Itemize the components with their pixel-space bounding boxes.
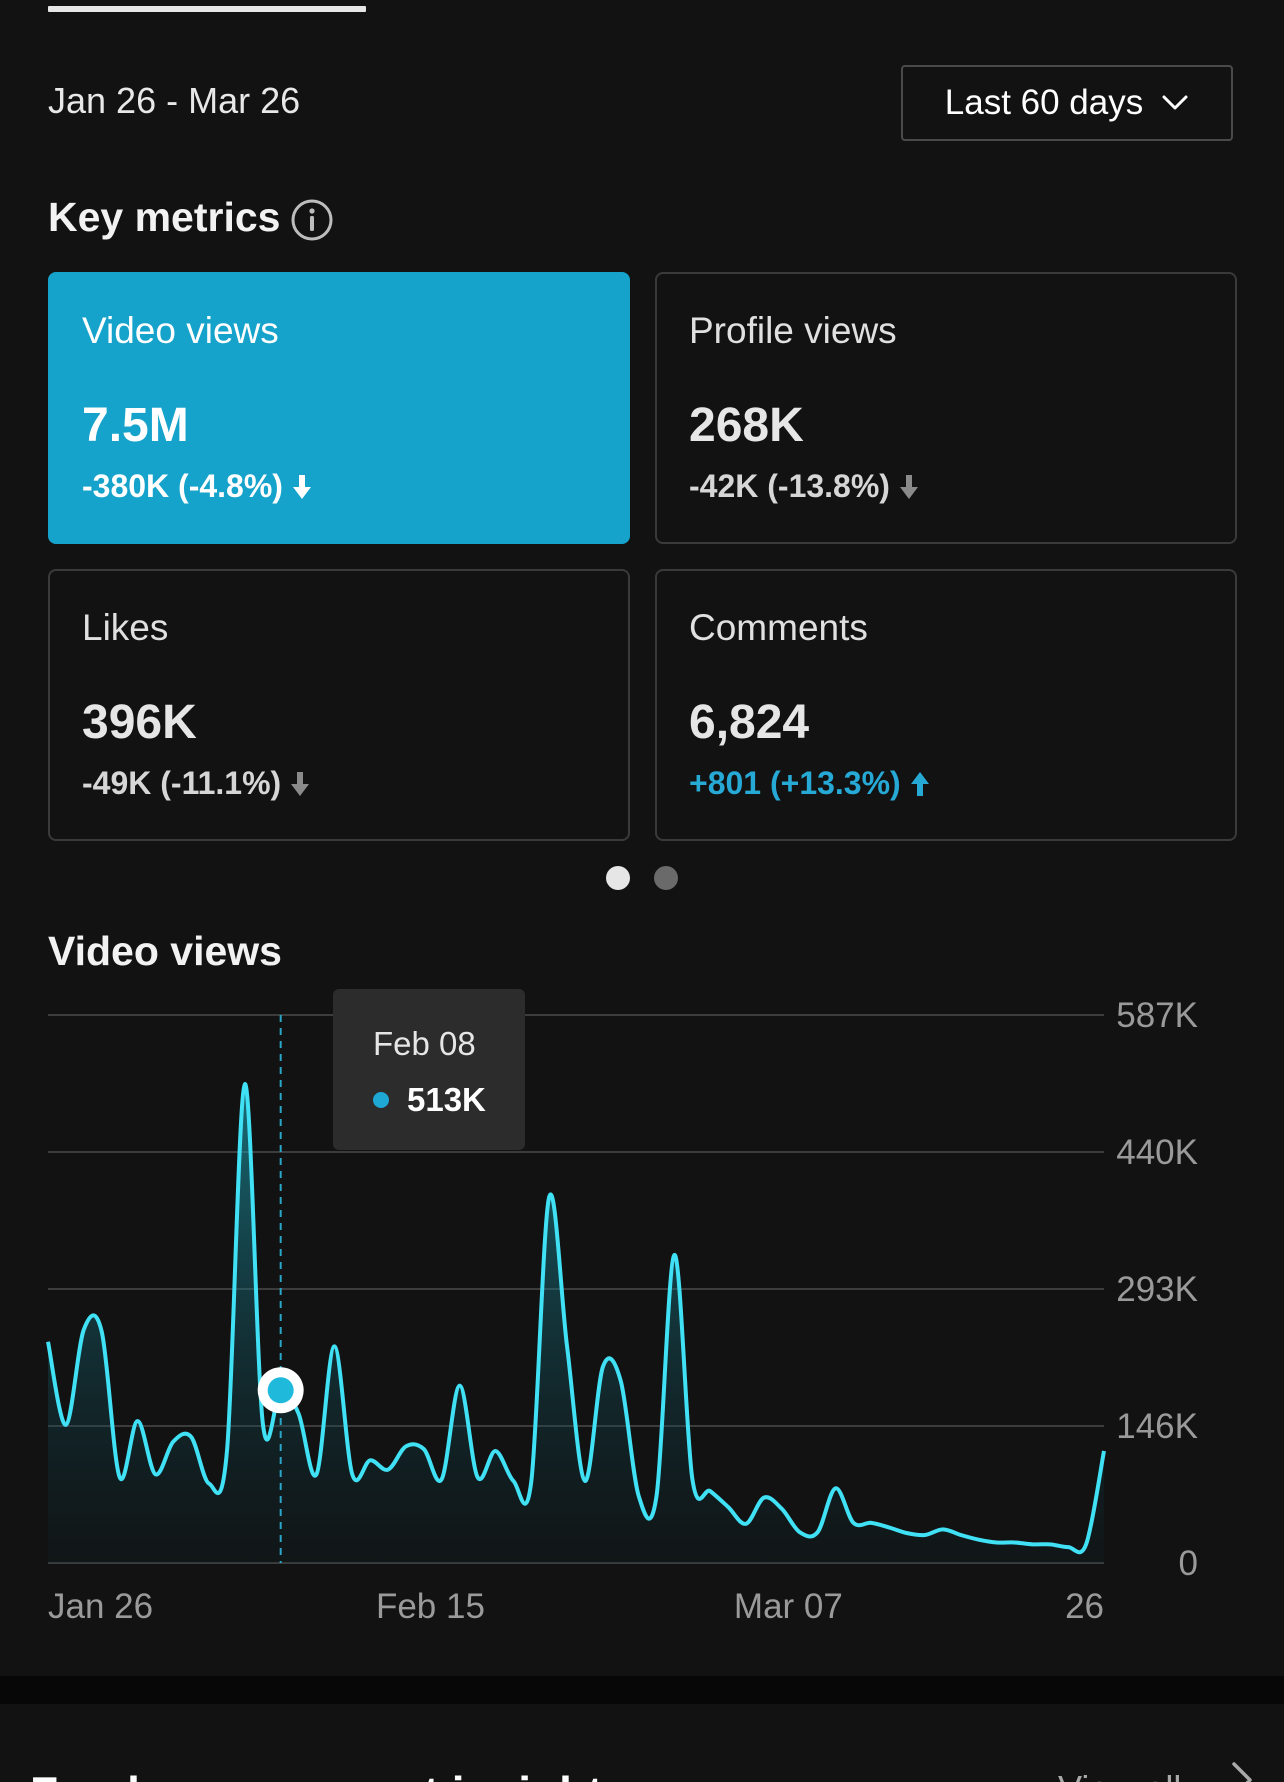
metric-card-comments[interactable]: Comments 6,824 +801 (+13.3%) bbox=[655, 569, 1237, 841]
info-icon[interactable] bbox=[290, 198, 334, 242]
metric-label: Likes bbox=[82, 607, 169, 648]
arrow-up-icon bbox=[910, 771, 929, 796]
x-tick-label: Jan 26 bbox=[48, 1587, 153, 1626]
pager-dot-2[interactable] bbox=[654, 866, 678, 890]
engagement-insights-section: Fresh engagement insights View all bbox=[0, 1704, 1284, 1782]
y-tick-label: 293K bbox=[1116, 1270, 1198, 1309]
metric-card-video-views[interactable]: Video views 7.5M -380K (-4.8%) bbox=[48, 272, 630, 544]
chart-section-title: Video views bbox=[48, 928, 282, 974]
chevron-down-icon bbox=[1162, 95, 1188, 110]
video-views-chart[interactable]: 0 146K 293K 440K 587K Jan 26 Feb 15 Mar 07 26 bbox=[0, 990, 1284, 1640]
chart-tooltip: Feb 08 513K bbox=[333, 989, 525, 1150]
x-tick-label: 26 bbox=[1065, 1587, 1104, 1626]
view-all-link[interactable]: View all bbox=[1058, 1768, 1181, 1782]
key-metrics-title: Key metrics bbox=[48, 194, 281, 240]
metric-value: 396K bbox=[82, 696, 197, 749]
x-tick-label: Mar 07 bbox=[734, 1587, 843, 1626]
metric-card-likes[interactable]: Likes 396K -49K (-11.1%) bbox=[48, 569, 630, 841]
metric-value: 7.5M bbox=[82, 399, 189, 452]
highlight-marker-dot bbox=[267, 1377, 294, 1404]
metric-label: Profile views bbox=[689, 310, 897, 351]
tooltip-date: Feb 08 bbox=[373, 1025, 476, 1062]
metric-value: 6,824 bbox=[689, 696, 810, 749]
y-tick-label: 440K bbox=[1116, 1133, 1198, 1172]
engagement-insights-title: Fresh engagement insights bbox=[30, 1766, 628, 1782]
series-area bbox=[48, 1084, 1104, 1563]
y-tick-label: 0 bbox=[1179, 1544, 1198, 1583]
arrow-down-icon bbox=[292, 474, 311, 499]
section-divider bbox=[0, 1676, 1284, 1704]
y-tick-label: 587K bbox=[1116, 996, 1198, 1035]
series-line bbox=[46, 1082, 1106, 1555]
metric-change: -380K (-4.8%) bbox=[82, 468, 313, 505]
metric-change: +801 (+13.3%) bbox=[689, 765, 931, 802]
metric-label: Video views bbox=[82, 310, 279, 351]
metric-label: Comments bbox=[689, 607, 868, 648]
date-range-dropdown-value: Last 60 days bbox=[944, 83, 1144, 122]
arrow-down-icon bbox=[899, 474, 918, 499]
date-range-dropdown[interactable]: Last 60 days bbox=[901, 65, 1233, 141]
chevron-right-icon[interactable] bbox=[1226, 1760, 1256, 1782]
metric-card-profile-views[interactable]: Profile views 268K -42K (-13.8%) bbox=[655, 272, 1237, 544]
x-tick-label: Feb 15 bbox=[376, 1587, 485, 1626]
active-tab-indicator bbox=[48, 6, 366, 12]
metric-change: -42K (-13.8%) bbox=[689, 468, 920, 505]
tooltip-value: 513K bbox=[407, 1081, 486, 1118]
pager-dot-1[interactable] bbox=[606, 866, 630, 890]
metric-value: 268K bbox=[689, 399, 804, 452]
date-range-label: Jan 26 - Mar 26 bbox=[48, 80, 301, 121]
y-tick-label: 146K bbox=[1116, 1407, 1198, 1446]
tooltip-series-dot bbox=[373, 1092, 389, 1108]
metric-change: -49K (-11.1%) bbox=[82, 765, 311, 802]
arrow-down-icon bbox=[291, 771, 310, 796]
